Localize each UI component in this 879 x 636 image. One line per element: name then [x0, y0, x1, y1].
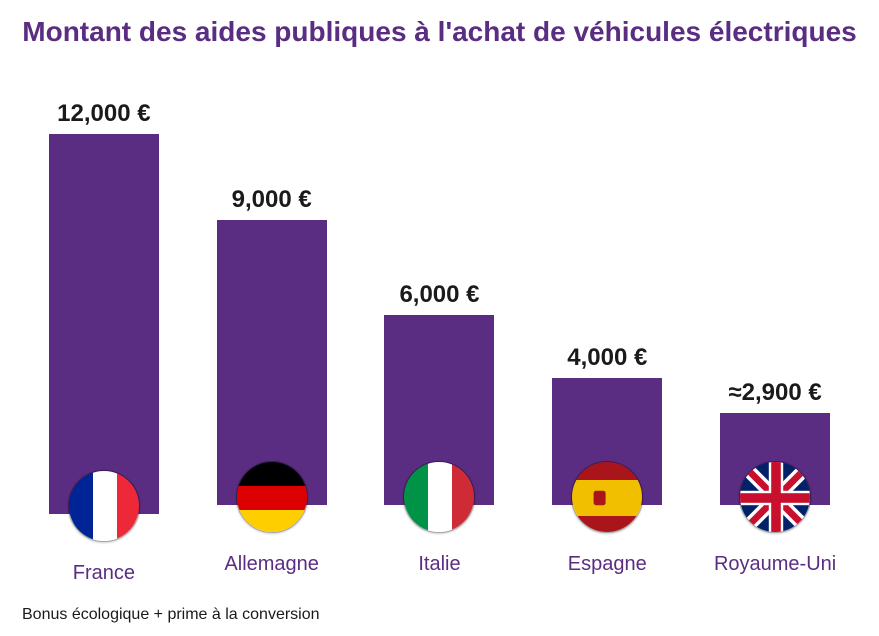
bar-value-label: 6,000 €	[399, 281, 479, 309]
bar-value-label: ≈2,900 €	[728, 379, 821, 407]
bar-group-royaume-uni: ≈2,900 € Royaume-Uni	[705, 100, 845, 576]
bar-country-label: Espagne	[537, 553, 677, 576]
chart-area: 12,000 € France 9,000 € Allemagne 6,000 …	[20, 100, 859, 576]
bar-rect	[49, 134, 159, 514]
flag-uk-icon	[739, 461, 811, 533]
bar-track: 9,000 €	[217, 100, 327, 505]
bar-track: 4,000 €	[552, 100, 662, 505]
bar-group-france: 12,000 € France	[34, 100, 174, 576]
bar-track: 6,000 €	[384, 100, 494, 505]
chart-title: Montant des aides publiques à l'achat de…	[0, 0, 879, 49]
bar-country-label: Royaume-Uni	[705, 553, 845, 576]
flag-germany-icon	[236, 461, 308, 533]
bar-track: ≈2,900 €	[720, 100, 830, 505]
bar-track: 12,000 €	[49, 100, 159, 514]
bar-value-label: 12,000 €	[57, 100, 150, 128]
bar-value-label: 9,000 €	[232, 186, 312, 214]
bar-value-label: 4,000 €	[567, 344, 647, 372]
chart-footnote: Bonus écologique + prime à la conversion	[22, 606, 320, 624]
bar-group-italie: 6,000 € Italie	[369, 100, 509, 576]
flag-italy-icon	[403, 461, 475, 533]
bar-group-allemagne: 9,000 € Allemagne	[202, 100, 342, 576]
bar-group-espagne: 4,000 € Espagne	[537, 100, 677, 576]
flag-spain-icon	[571, 461, 643, 533]
bar-country-label: Italie	[369, 553, 509, 576]
bar-country-label: Allemagne	[202, 553, 342, 576]
flag-france-icon	[68, 470, 140, 542]
bar-country-label: France	[34, 562, 174, 585]
